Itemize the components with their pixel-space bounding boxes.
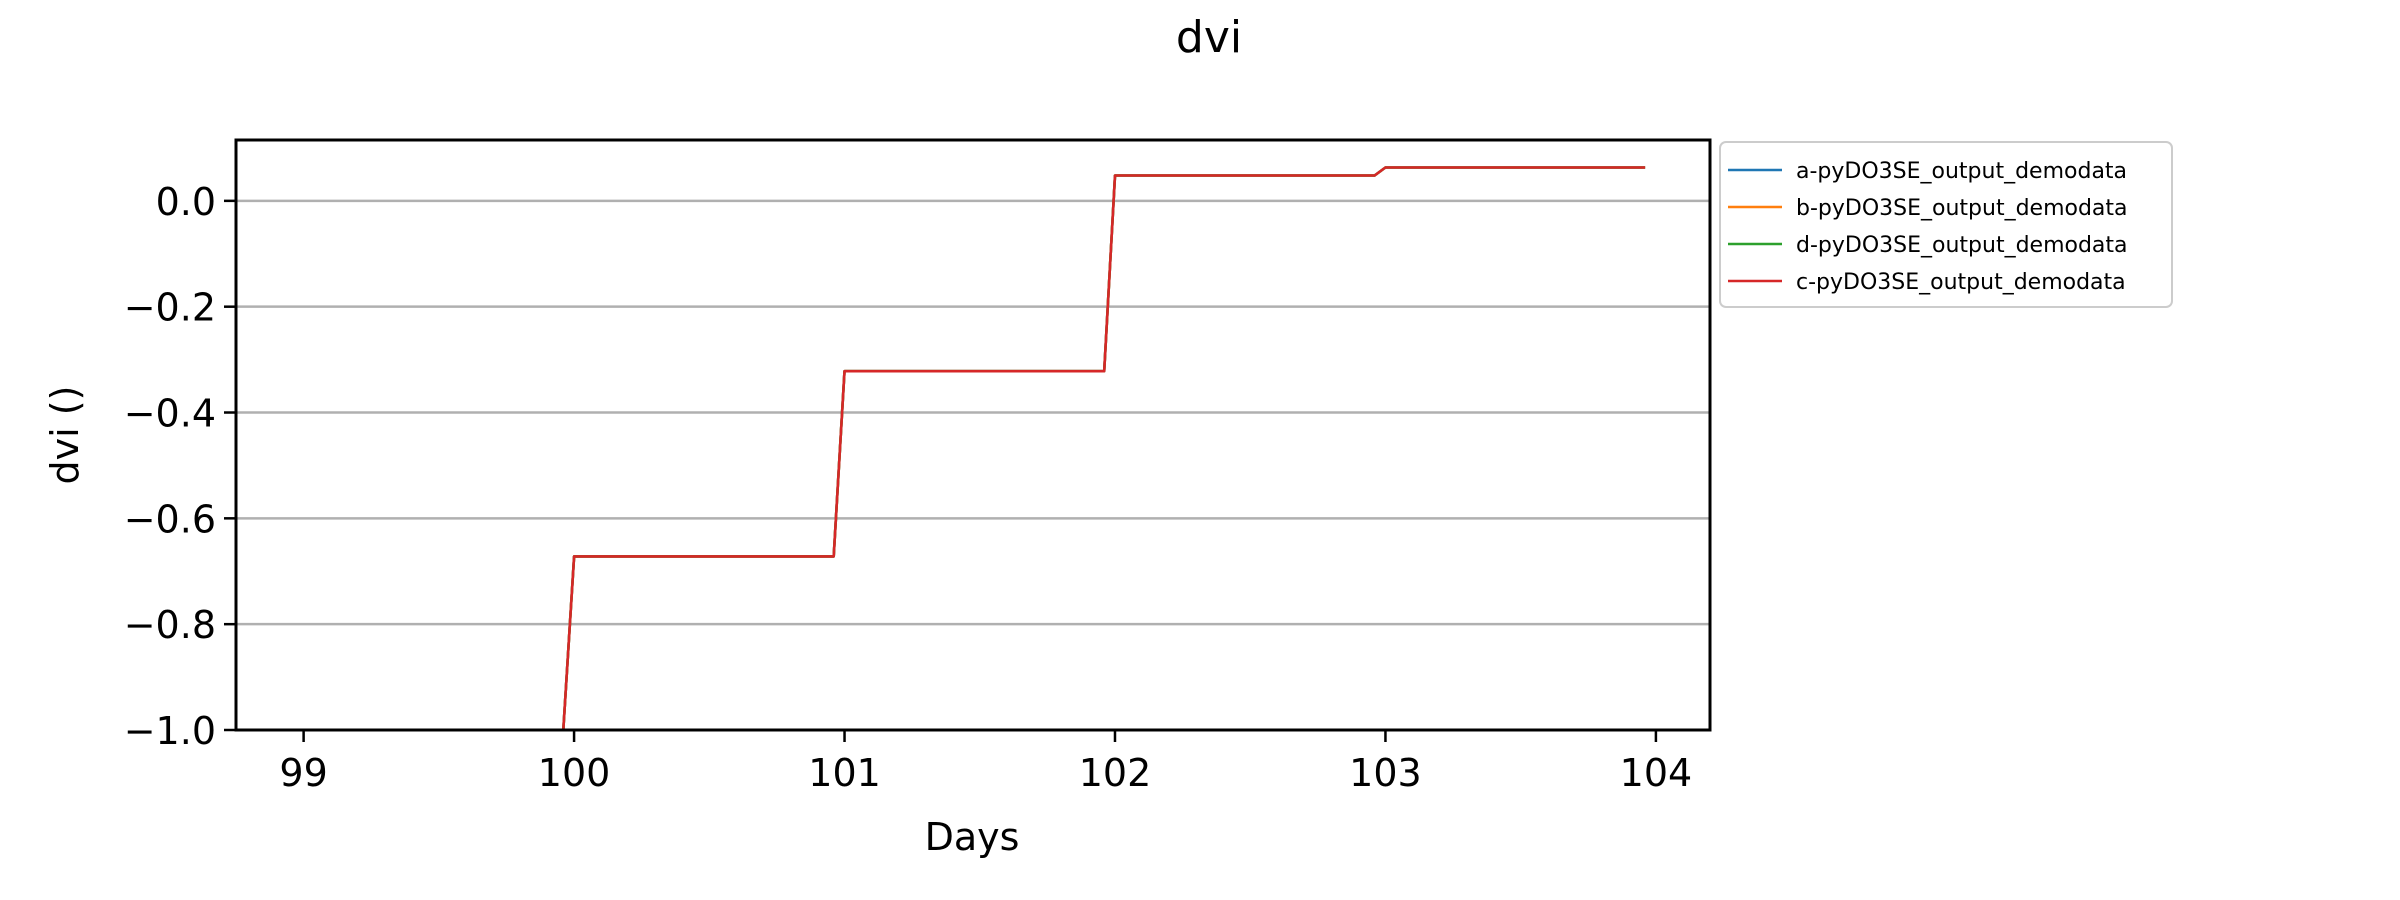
legend-box <box>1719 141 2173 308</box>
grid-lines <box>236 199 1710 732</box>
x-tick-label: 100 <box>538 751 611 795</box>
legend-label: d-pyDO3SE_output_demodata <box>1796 233 2128 258</box>
y-tick-label: 0.0 <box>156 180 216 224</box>
x-tick-label: 102 <box>1079 751 1152 795</box>
plot-frame <box>234 138 1712 732</box>
chart-title: dvi <box>1176 12 1242 63</box>
legend-label: b-pyDO3SE_output_demodata <box>1796 196 2128 221</box>
legend-label: c-pyDO3SE_output_demodata <box>1796 270 2126 295</box>
y-axis-label: dvi () <box>43 386 87 485</box>
x-tick-label: 101 <box>808 751 881 795</box>
x-tick-label: 103 <box>1349 751 1422 795</box>
legend-label: a-pyDO3SE_output_demodata <box>1796 159 2127 184</box>
series-line-a-pyDO3SE_output_demodata <box>303 166 1646 732</box>
series-line-c-pyDO3SE_output_demodata <box>303 166 1646 732</box>
y-tick-label: −0.4 <box>124 392 216 436</box>
x-axis-ticks: 99 100 101 102 103 104 <box>279 730 1692 795</box>
y-tick-label: −0.8 <box>124 603 216 647</box>
y-tick-label: −1.0 <box>124 709 216 753</box>
x-axis-label: Days <box>925 815 1020 859</box>
y-tick-label: −0.6 <box>124 497 216 541</box>
legend: a-pyDO3SE_output_demodata b-pyDO3SE_outpu… <box>1719 141 2173 308</box>
y-tick-label: −0.2 <box>124 286 216 330</box>
y-axis-ticks: 0.0 −0.2 −0.4 −0.6 −0.8 −1.0 <box>124 180 236 753</box>
series-line-b-pyDO3SE_output_demodata <box>303 166 1646 732</box>
series-line-d-pyDO3SE_output_demodata <box>303 166 1646 732</box>
x-tick-label: 104 <box>1620 751 1693 795</box>
plot-lines <box>303 166 1646 732</box>
x-tick-label: 99 <box>279 751 327 795</box>
